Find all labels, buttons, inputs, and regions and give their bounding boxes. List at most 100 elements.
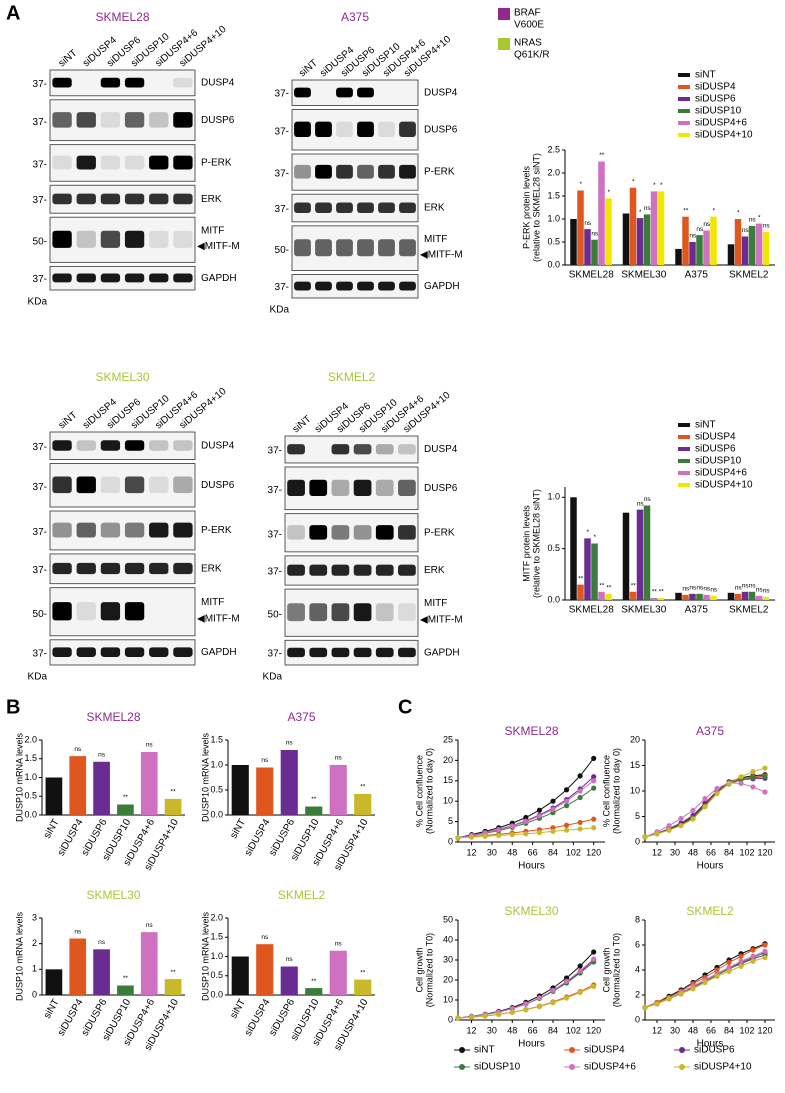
band	[100, 230, 121, 248]
size-marker: 37-	[33, 527, 47, 538]
blot-strip	[49, 510, 196, 551]
point	[455, 1015, 461, 1021]
bar	[734, 593, 742, 600]
point	[536, 807, 543, 813]
legend-label: siDUSP10	[695, 456, 742, 467]
y-axis-label: DUSP10 mRNA levels	[200, 732, 210, 822]
row-label: P-ERK	[201, 525, 232, 536]
point	[750, 947, 756, 953]
row-label: DUSP6	[424, 483, 458, 494]
legend-marker	[679, 1047, 685, 1053]
point	[523, 819, 529, 825]
band	[294, 87, 311, 98]
x-tick-label: 48	[688, 847, 698, 857]
legend-label: siDUSP4	[695, 432, 736, 443]
band	[173, 273, 193, 283]
legend-swatch	[678, 133, 690, 137]
point	[666, 996, 672, 1002]
bar	[584, 538, 591, 600]
band	[398, 647, 416, 658]
bar	[354, 794, 372, 815]
legend-swatch	[678, 459, 690, 463]
band	[52, 273, 72, 283]
point	[509, 1005, 515, 1012]
significance: ns	[749, 583, 757, 590]
blot-strip	[291, 79, 419, 106]
band	[287, 647, 305, 658]
y-axis-label: (relative to SKMEL28 siNT)	[531, 489, 541, 598]
bar	[164, 798, 182, 815]
bar	[329, 765, 347, 815]
point	[750, 769, 756, 775]
row-sublabel: ◀MITF-M	[197, 614, 240, 625]
chart-title: SKMEL28	[504, 724, 558, 738]
point	[726, 780, 732, 786]
point	[666, 823, 672, 829]
y-tick-label: 0.5	[547, 543, 560, 553]
bar	[605, 198, 612, 265]
size-marker: 37-	[275, 282, 289, 293]
y-tick-label: 20	[443, 974, 453, 984]
significance: **	[123, 794, 129, 801]
band	[76, 273, 96, 283]
y-tick-label: 1.0	[547, 213, 560, 223]
x-tick-label: 30	[487, 1025, 497, 1035]
bar	[650, 597, 658, 600]
bar	[570, 219, 577, 265]
legend-label: siDUSP6	[694, 1045, 735, 1056]
bar	[45, 969, 63, 995]
y-tick-label: 2.0	[547, 167, 560, 177]
y-tick-label: 0.5	[24, 791, 37, 801]
band	[52, 602, 72, 621]
y-tick-label: 2.5	[547, 144, 560, 154]
point	[726, 964, 732, 971]
row-label: P-ERK	[424, 527, 455, 538]
band	[149, 647, 169, 657]
significance: ns	[696, 226, 704, 233]
y-tick-label: 0	[448, 836, 453, 846]
legend-swatch	[678, 423, 690, 427]
point	[455, 835, 461, 841]
point	[714, 790, 720, 797]
band	[52, 112, 72, 128]
point	[678, 991, 684, 997]
blot-strip	[291, 225, 419, 271]
bar	[164, 979, 182, 995]
point	[496, 1011, 502, 1018]
x-tick-label: 30	[670, 847, 680, 857]
legend-label: siNT	[695, 420, 716, 431]
y-tick-label: 0.0	[210, 989, 223, 999]
point	[678, 815, 684, 822]
point	[523, 1007, 529, 1013]
band	[149, 230, 169, 248]
bar	[727, 592, 735, 600]
legend-marker	[569, 1047, 575, 1053]
bar	[622, 512, 630, 600]
point	[577, 826, 583, 832]
legend-label: siDUSP10	[474, 1062, 521, 1073]
legend-label: siNT	[695, 70, 716, 81]
size-marker: 37-	[268, 485, 282, 496]
bar	[741, 591, 749, 600]
point	[550, 1000, 556, 1006]
band	[309, 647, 328, 658]
x-tick-label: 66	[706, 1025, 716, 1035]
bar	[598, 161, 605, 265]
bar	[140, 752, 158, 815]
chart-title: A375	[287, 710, 315, 724]
band	[76, 112, 96, 128]
band	[124, 602, 145, 621]
row-label: MITF	[424, 234, 447, 245]
row-label: ERK	[424, 203, 445, 214]
band	[52, 647, 72, 657]
blot-strip	[284, 513, 419, 553]
significance: ns	[584, 220, 592, 227]
x-tick-label: 120	[586, 847, 601, 857]
point	[591, 949, 597, 955]
size-marker: 37-	[275, 204, 289, 215]
bar	[69, 938, 87, 995]
legend-marker	[569, 1064, 575, 1070]
chart-title: SKMEL2	[686, 904, 734, 918]
point	[509, 823, 515, 829]
legend-label: Q61K/R	[514, 50, 550, 61]
